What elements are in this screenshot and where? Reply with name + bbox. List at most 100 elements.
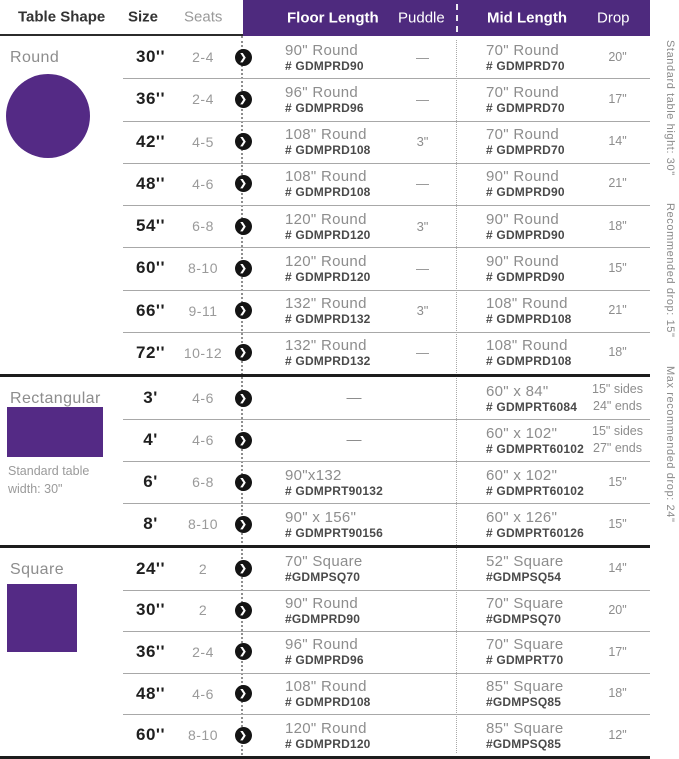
mid-length-value: 60" x 84" — [486, 382, 549, 400]
puddle-value: 3" — [416, 134, 429, 150]
table-row: 3' 4-6 ❯ 60" x 84" # GDMPRT6084 15" side… — [0, 377, 679, 419]
drop-value: 14" — [608, 561, 627, 576]
mid-length-sku: # GDMPRD90 — [486, 227, 565, 242]
floor-length-sku: # GDMPRT90156 — [285, 525, 383, 540]
note-standard-table-height: Standard table hight: 30" — [664, 40, 676, 176]
floor-length-value: 108" Round — [285, 678, 367, 696]
column-header-floor-length: Floor Length — [287, 9, 379, 27]
floor-length-sku: # GDMPRD132 — [285, 354, 371, 369]
mid-length-value: 70" Square — [486, 636, 564, 654]
drop-value: 15" sides — [592, 424, 643, 439]
chevron-right-icon: ❯ — [234, 259, 252, 277]
shape-section: Square 24'' 2 ❯ 70" Square #GDMPSQ70 52"… — [0, 548, 679, 759]
shape-section-label: Round — [10, 49, 60, 66]
seats-value: 4-5 — [192, 133, 214, 150]
floor-length-sku: # GDMPRD108 — [285, 695, 371, 710]
drop-value: 18" — [608, 686, 627, 701]
seats-value: 2 — [198, 602, 208, 619]
seats-value: 9-11 — [188, 302, 218, 319]
table-row: 8' 8-10 ❯ 90" x 156" # GDMPRT90156 60" x… — [0, 503, 679, 545]
mid-length-value: 60" x 102" — [486, 466, 558, 484]
mid-length-value: 90" Round — [486, 252, 560, 270]
header-dashed-divider — [456, 4, 458, 32]
purple-header-bar: Floor Length Puddle Mid Length Drop — [243, 0, 650, 36]
floor-length-sku: # GDMPRD120 — [285, 736, 371, 751]
shape-section-label: Square — [10, 561, 64, 578]
table-row: 60'' 8-10 ❯ 120" Round # GDMPRD120 85" S… — [0, 714, 679, 756]
seats-value: 8-10 — [187, 727, 219, 744]
chevron-right-icon: ❯ — [234, 685, 252, 703]
mid-length-value: 60" x 126" — [486, 508, 558, 526]
chevron-right-icon: ❯ — [234, 431, 252, 449]
chevron-right-icon: ❯ — [234, 389, 252, 407]
table-row: 30'' 2-4 ❯ 90" Round # GDMPRD90 — 70" Ro… — [0, 36, 679, 78]
table-row: 48'' 4-6 ❯ 108" Round # GDMPRD108 — 90" … — [0, 162, 679, 205]
chart-header: Table Shape Size Seats Floor Length Pudd… — [0, 0, 679, 36]
shape-section: Round 30'' 2-4 ❯ 90" Round # GDMPRD90 — … — [0, 36, 679, 377]
size-value: 72'' — [136, 342, 165, 362]
floor-length-value: 120" Round — [285, 719, 367, 737]
left-header: Table Shape Size Seats — [0, 0, 243, 36]
floor-length-value: 90" x 156" — [285, 508, 357, 526]
column-header-table-shape: Table Shape — [18, 8, 106, 26]
section-rows: 30'' 2-4 ❯ 90" Round # GDMPRD90 — 70" Ro… — [0, 36, 679, 374]
chevron-right-icon: ❯ — [234, 133, 252, 151]
mid-length-value: 60" x 102" — [486, 424, 558, 442]
mid-length-sku: # GDMPRD70 — [486, 58, 565, 73]
table-row: 36'' 2-4 ❯ 96" Round # GDMPRD96 70" Squa… — [0, 631, 679, 673]
seats-value: 2 — [198, 560, 208, 577]
floor-length-sku: # GDMPRD96 — [285, 100, 364, 115]
size-value: 6' — [143, 472, 158, 491]
drop-value: 17" — [608, 644, 627, 659]
mid-length-value: 70" Round — [486, 41, 560, 59]
puddle-value: — — [416, 260, 429, 276]
mid-length-sku: # GDMPRD90 — [486, 185, 565, 200]
table-row: 48'' 4-6 ❯ 108" Round # GDMPRD108 85" Sq… — [0, 672, 679, 715]
seats-value: 6-8 — [192, 218, 214, 235]
floor-length-sku: #GDMPRD90 — [285, 611, 361, 626]
size-value: 48'' — [136, 173, 165, 193]
seats-value: 4-6 — [192, 685, 214, 702]
column-header-puddle: Puddle — [398, 9, 445, 27]
mid-length-sku: #GDMPSQ70 — [486, 611, 562, 626]
floor-length-sku: # GDMPRD120 — [285, 227, 371, 242]
size-value: 54'' — [136, 216, 165, 236]
seats-value: 10-12 — [183, 344, 223, 361]
note-max-recommended-drop: Max recommended drop: 24" — [664, 365, 676, 523]
floor-length-value: 120" Round — [285, 252, 367, 270]
drop-value: 17" — [608, 91, 627, 106]
seats-value: 8-10 — [187, 516, 219, 532]
floor-length-sku: # GDMPRD120 — [285, 269, 371, 284]
mid-length-value: 90" Round — [486, 210, 560, 228]
column-header-size: Size — [128, 8, 159, 26]
table-row: 54'' 6-8 ❯ 120" Round # GDMPRD120 3" 90"… — [0, 205, 679, 247]
note-recommended-drop: Recommended drop: 15" — [664, 203, 676, 338]
drop-value: 20" — [608, 49, 627, 64]
floor-length-value: 132" Round — [285, 295, 367, 313]
drop-value: 21" — [608, 176, 627, 191]
table-row: 66'' 9-11 ❯ 132" Round # GDMPRD132 3" 10… — [0, 289, 679, 332]
drop-value: 18" — [608, 218, 627, 233]
dotted-column-divider-right — [456, 40, 457, 753]
mid-length-value: 70" Square — [486, 594, 564, 612]
mid-length-sku: #GDMPSQ85 — [486, 695, 562, 710]
table-row: 6' 6-8 ❯ 90"x132 # GDMPRT90132 60" x 102… — [0, 461, 679, 503]
mid-length-sku: #GDMPSQ54 — [486, 570, 562, 585]
seats-value: 2-4 — [192, 91, 214, 108]
table-row: 4' 4-6 ❯ 60" x 102" # GDMPRT60102 15" si… — [0, 419, 679, 461]
mid-length-sku: # GDMPRT60102 — [486, 441, 584, 456]
puddle-value: — — [416, 91, 429, 107]
table-row: 42'' 4-5 ❯ 108" Round # GDMPRD108 3" 70"… — [0, 120, 679, 163]
chevron-right-icon: ❯ — [234, 601, 252, 619]
floor-length-value: 132" Round — [285, 337, 367, 355]
seats-value: 6-8 — [192, 474, 214, 490]
table-row: 30'' 2 ❯ 90" Round #GDMPRD90 70" Square … — [0, 589, 679, 632]
chevron-right-icon: ❯ — [234, 515, 252, 533]
floor-length-sku: # GDMPRD96 — [285, 653, 364, 668]
chevron-right-icon: ❯ — [234, 643, 252, 661]
circle-shape — [6, 74, 90, 158]
mid-length-value: 108" Round — [486, 337, 568, 355]
seats-value: 2-4 — [192, 49, 214, 66]
square-shape — [7, 584, 77, 652]
